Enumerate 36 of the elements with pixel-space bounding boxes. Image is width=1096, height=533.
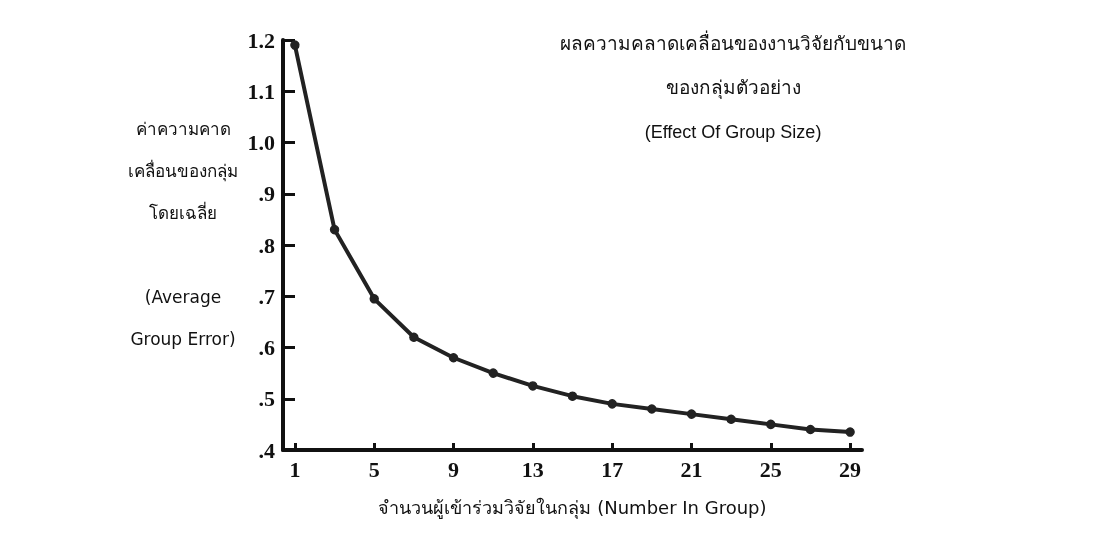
y-tick-label: .4 (258, 437, 275, 463)
point (805, 424, 816, 435)
x-tick-label: 9 (448, 456, 460, 482)
x-tick-label: 13 (521, 456, 544, 482)
y-tick-label: 1.2 (247, 27, 275, 53)
point (647, 404, 657, 414)
y-tick-label: .8 (258, 232, 275, 258)
x-tick-label: 17 (601, 456, 624, 482)
y-tick-label: 1.0 (247, 130, 275, 155)
x-tick-label: 25 (759, 456, 782, 482)
point (448, 353, 459, 363)
text: ผลความคลาดเคลื่อนของงานวิจัยกับขนาด ของกลุ่มตัวอย่าง (560, 30, 906, 100)
point (329, 224, 340, 235)
point (726, 414, 736, 424)
y-tick-label: .9 (258, 181, 275, 207)
point (528, 381, 538, 391)
x-axis-title: จำนวนผู้เข้าร่วมวิจัยในกลุ่ม (Number In Group) (378, 496, 767, 519)
point (567, 391, 578, 401)
x-tick-label: 29 (839, 456, 862, 482)
point (686, 409, 697, 419)
y-tick-label: 1.1 (247, 78, 275, 104)
point (766, 419, 776, 430)
text: ค่าความคาด เคลื่อนของกลุ่ม โดยเฉลี่ย (Average Group Error) (128, 119, 238, 349)
point (488, 368, 498, 378)
point (290, 40, 300, 50)
text: (Effect Of Group Size) (644, 122, 822, 142)
y-tick-label: .7 (258, 283, 275, 309)
point (369, 294, 379, 304)
x-tick-label: 5 (368, 456, 380, 482)
x-tick-label: 21 (680, 456, 703, 482)
x-tick-label: 1 (289, 456, 301, 482)
y-tick-label: .6 (258, 335, 275, 360)
y-tick-label: .5 (258, 386, 275, 412)
point (409, 332, 419, 342)
point (845, 427, 855, 437)
point (607, 399, 617, 409)
